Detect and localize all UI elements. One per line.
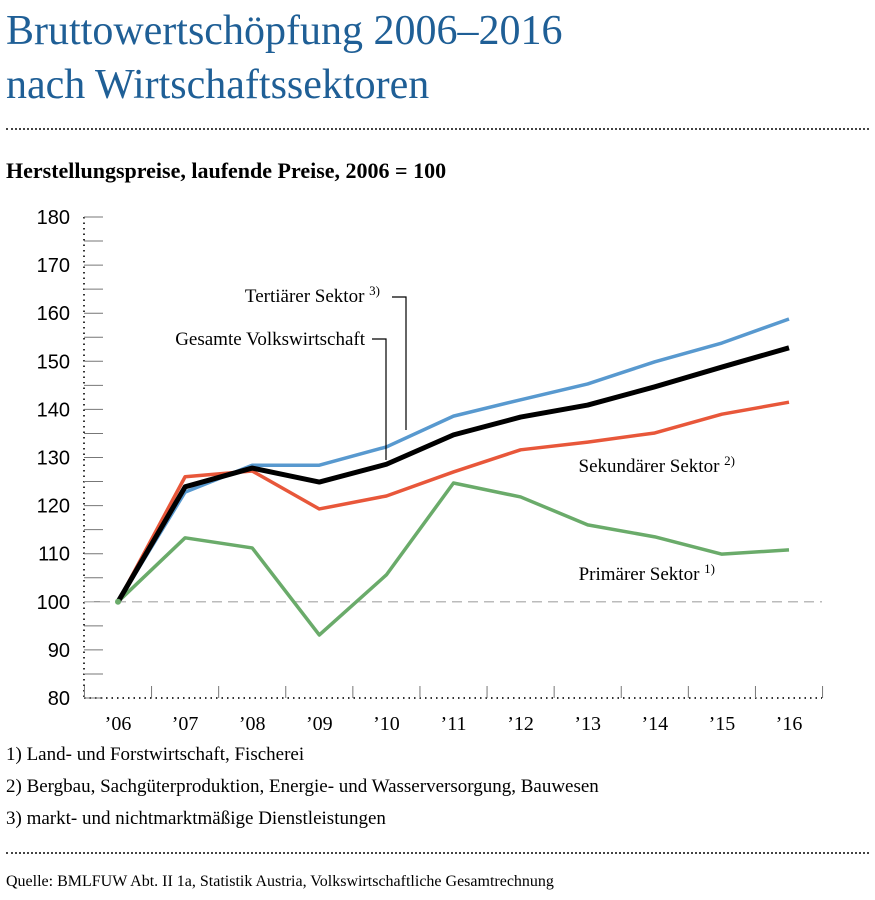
y-tick-label: 110 [38,544,70,566]
y-tick-label: 90 [48,640,70,662]
title-line-2: nach Wirtschaftssektoren [6,62,430,108]
series-line-3 [116,481,790,637]
x-tick-label: ’14 [641,713,668,735]
divider [6,852,869,854]
y-tick-label: 80 [48,688,70,710]
series-label-0: Tertiärer Sektor 3) [245,283,380,307]
line-chart: 80 90 100 110 120 130 140 150 160 170 180 ’06 ’07 ’08… [37,207,824,735]
footnote-3: 3) markt- und nichtmarktmäßige Dienstlei… [6,808,386,829]
source-note: Quelle: BMLFUW Abt. II 1a, Statistik Aus… [6,873,554,890]
series-line-1 [115,345,790,604]
leader-line-tertiary [392,296,407,430]
series-label-1: Gesamte Volkswirtschaft [175,329,366,350]
y-tick-label: 160 [37,303,70,325]
y-tick-label: 150 [37,351,70,373]
footnote-1: 1) Land- und Forstwirtschaft, Fischerei [6,744,305,765]
x-tick-label: ’08 [239,713,266,735]
x-tick-label: ’15 [709,713,736,735]
footnote-2: 2) Bergbau, Sachgüterproduktion, Energie… [6,776,599,797]
start-point [115,598,121,605]
series-label-2: Sekundärer Sektor 2) [579,453,735,477]
y-tick-label: 140 [37,399,70,421]
x-tick-label: ’07 [172,713,199,735]
page-title: Bruttowertschöpfung 2006–2016 nach Wirtsc… [6,4,562,112]
y-tick-label: 170 [37,255,70,277]
x-tick-label: ’13 [574,713,601,735]
chart-subtitle: Herstellungspreise, laufende Preise, 200… [6,158,447,183]
divider [6,128,869,130]
title-line-1: Bruttowertschöpfung 2006–2016 [6,8,563,54]
y-tick-label: 180 [37,207,70,229]
x-tick-label: ’09 [306,713,333,735]
y-tick-label: 120 [37,496,70,518]
x-tick-label: ’12 [507,713,534,735]
leader-line-total [372,338,387,460]
series-label-3: Primärer Sektor 1) [579,561,715,585]
y-tick-label: 100 [37,592,70,614]
y-tick-label: 130 [37,448,70,470]
x-tick-label: ’16 [776,713,803,735]
x-tick-label: ’10 [373,713,400,735]
x-tick-label: ’11 [441,713,467,735]
x-tick-label: ’06 [105,713,132,735]
